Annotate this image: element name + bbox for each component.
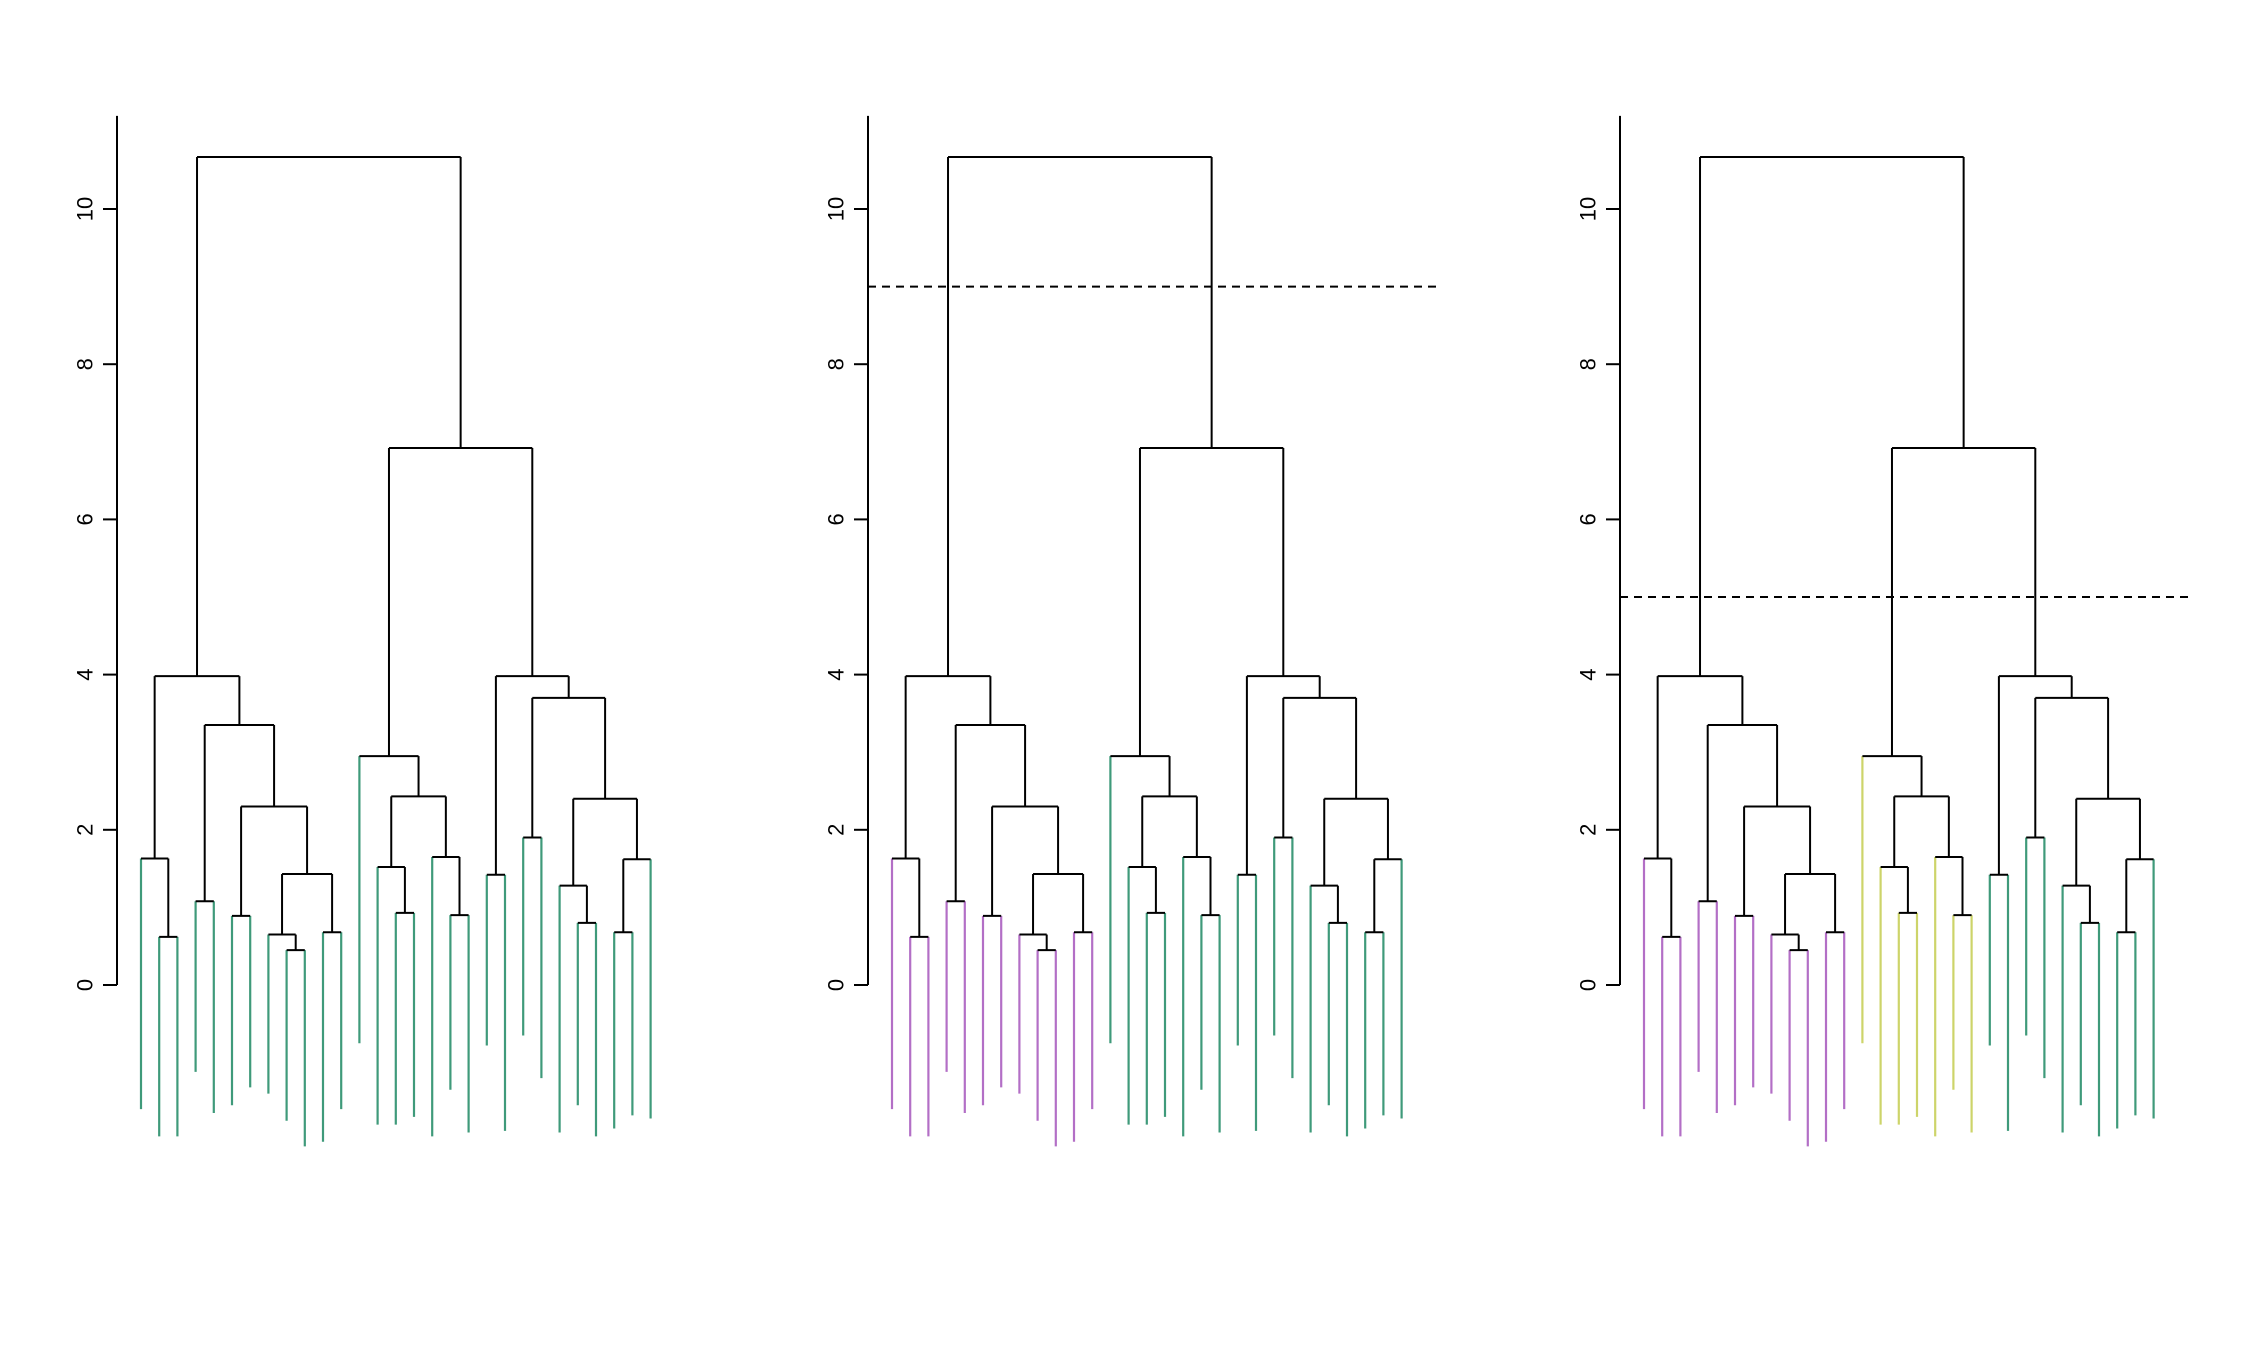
y-tick-label: 10 [73, 197, 98, 221]
y-tick-label: 6 [73, 513, 98, 525]
y-tick-label: 10 [1576, 197, 1601, 221]
dendrogram-panel-right: 0 2 4 6 8 10 [1576, 115, 2192, 1147]
y-tick-label: 0 [824, 979, 849, 991]
y-tick-label: 0 [73, 979, 98, 991]
y-tick-label: 6 [1576, 513, 1601, 525]
y-tick-label: 2 [824, 824, 849, 836]
dendrogram-panel-left: 0 2 4 6 8 10 [73, 115, 652, 1147]
y-tick-label: 2 [1576, 824, 1601, 836]
y-tick-label: 8 [73, 358, 98, 370]
y-tick-label: 4 [1576, 668, 1601, 680]
dendrogram-panel-middle: 0 2 4 6 8 10 [824, 115, 1440, 1147]
y-tick-label: 2 [73, 824, 98, 836]
y-tick-label: 10 [824, 197, 849, 221]
y-tick-label: 8 [824, 358, 849, 370]
y-tick-label: 0 [1576, 979, 1601, 991]
y-tick-label: 4 [824, 668, 849, 680]
y-tick-label: 4 [73, 668, 98, 680]
y-tick-label: 6 [824, 513, 849, 525]
y-tick-label: 8 [1576, 358, 1601, 370]
